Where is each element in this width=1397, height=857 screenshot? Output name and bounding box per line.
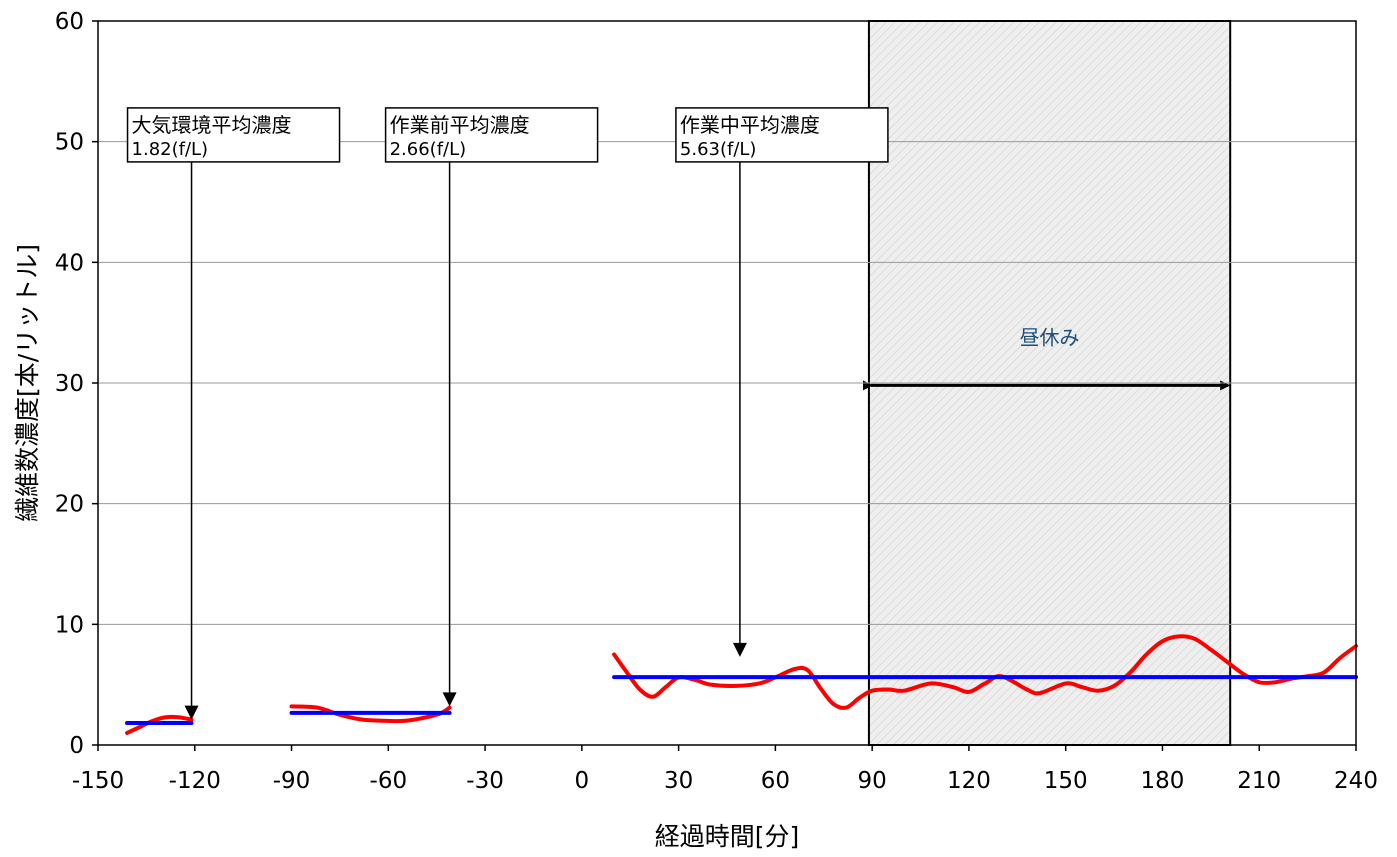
annotation-value: 2.66(f/L) (390, 139, 467, 160)
annotation-title: 作業前平均濃度 (390, 113, 530, 137)
x-tick-label: -60 (370, 768, 408, 794)
x-tick-label: 60 (761, 768, 790, 794)
lunch-break-label: 昼休み (1020, 325, 1080, 349)
x-tick-label: 120 (947, 768, 991, 794)
y-tick-label: 60 (55, 9, 84, 35)
x-tick-label: -120 (169, 768, 221, 794)
x-tick-label: 240 (1334, 768, 1378, 794)
axis-ticks: -150 -120 -90 -60 -30 0 30 60 90 120 150 180 210 240 0… (55, 9, 1378, 794)
series-layer (125, 634, 1358, 735)
annotation-box (126, 107, 341, 163)
annotation-arrowhead (442, 692, 457, 707)
annotation-arrowhead (184, 705, 199, 720)
y-tick-label: 50 (55, 130, 84, 156)
y-tick-label: 0 (69, 733, 84, 759)
x-tick-label: -30 (466, 768, 504, 794)
y-tick-label: 40 (55, 250, 84, 276)
measured-series-line (289, 704, 452, 724)
x-tick-label: 210 (1237, 768, 1281, 794)
annotation-box (675, 107, 889, 163)
x-tick-label: 0 (575, 768, 590, 794)
annotation-arrowhead (732, 642, 747, 657)
y-tick-label: 20 (55, 492, 84, 518)
x-tick-label: 30 (664, 768, 693, 794)
x-tick-label: 90 (858, 768, 887, 794)
x-tick-label: -150 (72, 768, 124, 794)
annotation-title: 大気環境平均濃度 (132, 113, 292, 137)
x-axis-title: 経過時間[分] (655, 822, 800, 851)
x-tick-label: 180 (1141, 768, 1185, 794)
x-tick-label: -90 (273, 768, 311, 794)
annotations: 大気環境平均濃度1.82(f/L)作業前平均濃度2.66(f/L)作業中平均濃度… (126, 107, 889, 720)
measured-series-line (612, 634, 1358, 710)
annotation-value: 5.63(f/L) (680, 139, 757, 160)
annotation-value: 1.82(f/L) (132, 139, 209, 160)
annotation-title: 作業中平均濃度 (680, 113, 820, 137)
x-tick-label: 150 (1044, 768, 1088, 794)
y-tick-label: 30 (55, 371, 84, 397)
y-tick-label: 10 (55, 612, 84, 638)
annotation-box (384, 107, 599, 163)
y-axis-title: 繊維数濃度[本/リットル] (13, 244, 42, 522)
measured-series-line (125, 714, 194, 735)
